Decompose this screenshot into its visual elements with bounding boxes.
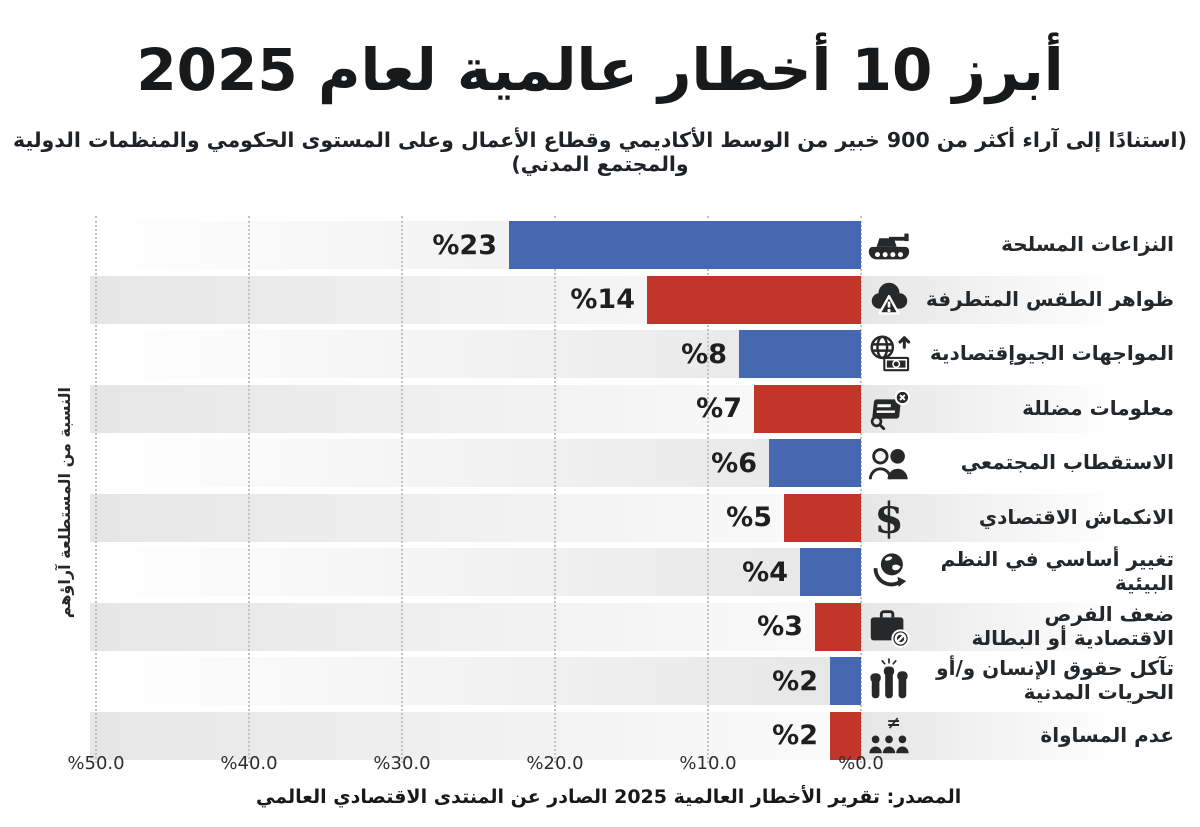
extreme-weather-cloud-icon — [862, 276, 916, 324]
armed-conflict-tank-icon — [862, 221, 916, 269]
risk-bar — [647, 275, 861, 324]
risk-category-label: الاستقطاب المجتمعي — [960, 450, 1174, 475]
row-background-track — [90, 602, 861, 651]
svg-text:≠: ≠ — [887, 713, 901, 733]
gridline — [248, 216, 250, 763]
unemployment-briefcase-icon — [862, 603, 916, 651]
risk-bar — [509, 221, 861, 269]
risk-bar — [830, 711, 861, 760]
risk-category-label: تغيير أساسي في النظم البيئية — [940, 547, 1174, 595]
risk-category-label: عدم المساواة — [1040, 722, 1174, 747]
bar-value-label: %8 — [681, 338, 727, 370]
bar-value-label: %7 — [696, 393, 742, 424]
risk-category-label: المواجهات الجيوإقتصادية — [929, 341, 1174, 366]
source-caption: المصدر: تقرير الأخطار العالمية 2025 الصا… — [256, 786, 962, 808]
row-background-track — [90, 493, 861, 542]
risk-category-label: معلومات مضللة — [1022, 395, 1174, 420]
x-axis-tick-label: %0.0 — [838, 753, 884, 774]
risk-category-label: الانكماش الاقتصادي — [978, 504, 1174, 529]
page-subtitle: (استنادًا إلى آراء أكثر من 900 خبير من ا… — [13, 128, 1187, 176]
risk-bar — [769, 439, 861, 487]
svg-text:$: $ — [874, 495, 903, 541]
risk-bar — [800, 548, 861, 596]
inequality-people-icon: ≠ — [862, 712, 916, 760]
x-axis-tick-label: %20.0 — [526, 753, 584, 774]
risk-category-label: ظواهر الطقس المتطرفة — [925, 286, 1174, 311]
x-axis-tick-label: %40.0 — [220, 753, 278, 774]
ecosystem-change-globe-icon — [862, 548, 916, 596]
human-rights-fists-icon — [862, 657, 916, 705]
bar-value-label: %23 — [432, 229, 497, 261]
geoeconomic-globe-money-icon — [862, 330, 916, 378]
row-background-track — [90, 548, 861, 596]
risk-category-label: ضعف الفرص الاقتصادية أو البطالة — [971, 601, 1175, 650]
row-label-background — [861, 275, 1145, 324]
gridline — [860, 216, 862, 763]
societal-polarization-icon — [862, 439, 916, 487]
gridline — [95, 216, 97, 763]
bar-value-label: %5 — [726, 502, 772, 533]
page-title: أبرز 10 أخطار عالمية لعام 2025 — [136, 36, 1064, 104]
gridline — [707, 216, 709, 763]
x-axis-tick-label: %30.0 — [373, 753, 431, 774]
risk-bar — [754, 384, 861, 433]
risk-category-label: تآكل حقوق الإنسان و/أو الحريات المدنية — [936, 656, 1174, 704]
bar-value-label: %2 — [772, 720, 818, 751]
x-axis-tick-label: %10.0 — [679, 753, 737, 774]
bar-value-label: %3 — [757, 611, 803, 642]
economic-downturn-dollar-icon: $ — [862, 494, 916, 542]
row-label-background — [861, 493, 1145, 542]
risk-bar — [784, 493, 861, 542]
misinformation-icon — [862, 385, 916, 433]
bar-value-label: %2 — [772, 665, 818, 697]
row-background-track — [90, 657, 861, 705]
row-background-track — [90, 384, 861, 433]
bar-value-label: %6 — [711, 447, 757, 479]
row-background-track — [90, 711, 861, 760]
risk-bar — [739, 330, 861, 378]
risk-bar — [830, 657, 861, 705]
x-axis-tick-label: %50.0 — [67, 753, 125, 774]
gridline — [554, 216, 556, 763]
risk-category-label: النزاعات المسلحة — [1001, 232, 1174, 257]
row-background-track — [90, 330, 861, 378]
row-background-track — [90, 439, 861, 487]
bar-value-label: %4 — [742, 556, 788, 588]
bar-value-label: %14 — [570, 284, 635, 315]
gridline — [401, 216, 403, 763]
risk-bar — [815, 602, 861, 651]
